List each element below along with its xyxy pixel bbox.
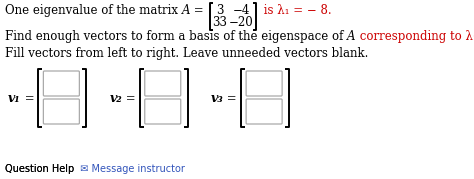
Text: A: A [182,4,190,17]
Text: v₂: v₂ [109,91,122,105]
Text: 3: 3 [216,4,223,18]
FancyBboxPatch shape [145,71,181,96]
Text: v₁: v₁ [8,91,21,105]
Text: Fill vectors from left to right. Leave unneeded vectors blank.: Fill vectors from left to right. Leave u… [5,47,368,60]
Text: =: = [122,91,136,105]
Text: −20: −20 [229,16,254,30]
Text: Find enough vectors to form a basis of the eigenspace of: Find enough vectors to form a basis of t… [5,30,347,43]
Text: A: A [347,30,356,43]
Text: corresponding to λ₁.: corresponding to λ₁. [356,30,474,43]
Text: −4: −4 [233,4,250,18]
FancyBboxPatch shape [246,99,282,124]
FancyBboxPatch shape [246,71,282,96]
Text: =: = [21,91,35,105]
Text: =: = [224,91,237,105]
Text: Question Help: Question Help [5,164,74,174]
Text: 33: 33 [212,16,227,30]
Text: Question Help: Question Help [5,164,74,174]
FancyBboxPatch shape [145,99,181,124]
Text: v₃: v₃ [211,91,224,105]
Text: One eigenvalue of the matrix: One eigenvalue of the matrix [5,4,182,17]
Text: =: = [190,4,208,17]
Text: ✉ Message instructor: ✉ Message instructor [74,164,185,174]
Text: is λ₁ = − 8.: is λ₁ = − 8. [260,4,331,17]
FancyBboxPatch shape [44,99,79,124]
FancyBboxPatch shape [44,71,79,96]
